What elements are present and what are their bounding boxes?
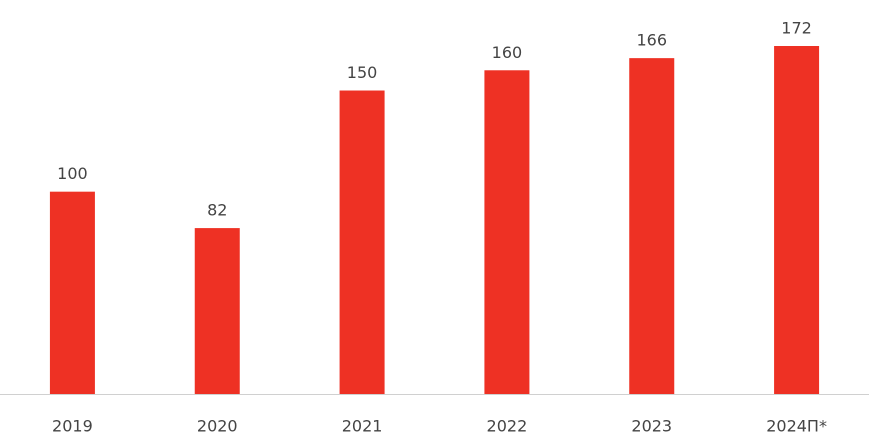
x-tick-label: 2019 (52, 417, 93, 436)
value-label: 160 (492, 43, 523, 62)
value-label: 82 (207, 201, 227, 220)
value-label: 166 (636, 31, 667, 50)
bar (194, 228, 240, 394)
bar (774, 46, 820, 394)
value-label: 172 (781, 19, 812, 38)
value-label: 100 (57, 164, 88, 183)
bar (629, 58, 675, 395)
x-tick-label: 2022 (487, 417, 528, 436)
x-tick-label: 2024П* (766, 417, 827, 436)
x-tick-label: 2020 (197, 417, 238, 436)
bar (484, 70, 530, 395)
bar (339, 90, 385, 394)
x-tick-label: 2023 (631, 417, 672, 436)
x-tick-label: 2021 (342, 417, 383, 436)
bar (49, 191, 95, 394)
value-label: 150 (347, 63, 378, 82)
